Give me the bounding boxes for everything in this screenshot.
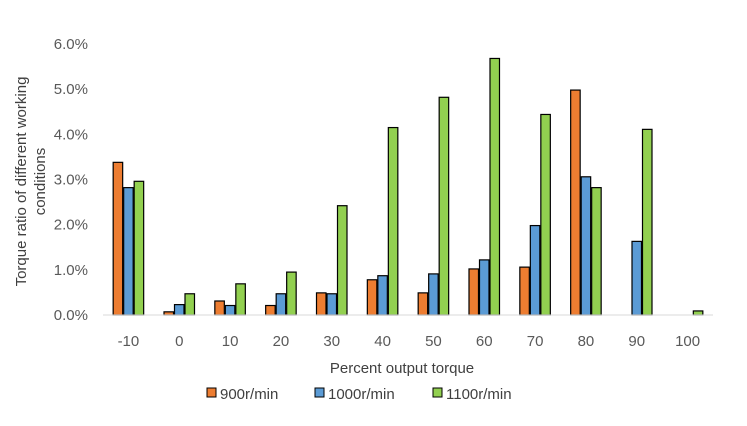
x-tick-label: 40 [374,333,391,350]
bar-1100r-min-0 [184,293,196,316]
bar-1100r-min-60 [489,57,501,316]
y-tick-label: 5.0% [54,81,88,98]
legend-swatch [206,387,217,398]
y-tick-label: 6.0% [54,36,88,53]
bar-1100r-min-90 [641,128,653,316]
bar-900r-min-80 [570,89,581,316]
y-axis-tick-labels: 0.0% 1.0% 2.0% 3.0% 4.0% 5.0% 6.0% [54,36,88,324]
bar-900r-min-40 [366,279,378,316]
legend-label: 1100r/min [446,386,512,403]
x-tick-label: -10 [118,333,140,350]
bar-1000r-min-50 [428,273,439,316]
y-axis-title-line: conditions [32,148,49,216]
bar-900r-min-70 [519,266,530,316]
bar-1000r-min--10 [123,187,134,316]
bar-900r-min-20 [265,304,276,316]
bar-1000r-min-40 [377,275,388,316]
x-tick-label: 100 [675,333,700,350]
bar-1100r-min-20 [286,271,297,316]
bar-1100r-min-40 [387,126,399,316]
bar-900r-min-50 [417,292,429,316]
x-tick-label: 80 [578,333,595,350]
x-tick-label: 0 [175,333,183,350]
bar-900r-min-60 [468,268,480,316]
y-tick-label: 3.0% [54,172,88,189]
bar-1100r-min-30 [336,205,348,316]
bar-1000r-min-20 [275,293,287,316]
bar-900r-min-30 [315,292,327,316]
bar-1100r-min-50 [438,96,450,316]
y-tick-label: 4.0% [54,126,88,143]
bar-1000r-min-60 [478,259,490,316]
bar-1000r-min-30 [326,293,338,316]
x-tick-label: 30 [323,333,340,350]
x-tick-label: 10 [222,333,239,350]
x-tick-label: 20 [273,333,290,350]
y-tick-label: 2.0% [54,217,88,234]
x-tick-label: 90 [628,333,645,350]
bar-1100r-min-70 [540,113,551,316]
bar-1000r-min-10 [224,304,236,316]
legend-label: 900r/min [220,386,278,403]
bar-1000r-min-0 [173,304,185,316]
bar-1100r-min--10 [133,180,145,316]
legend-label: 1000r/min [328,386,395,403]
legend: 900r/min 1000r/min 1100r/min [206,386,512,403]
bar-1000r-min-70 [529,224,541,316]
y-axis-title-line: Torque ratio of different working [13,77,30,287]
bar-900r-min-10 [214,300,225,316]
x-axis-title: Percent output torque [330,360,474,377]
x-tick-label: 70 [527,333,544,350]
bar-1100r-min-10 [235,283,246,316]
bar-1100r-min-80 [591,187,602,316]
y-tick-label: 0.0% [54,307,88,324]
bar-1000r-min-90 [631,240,643,316]
x-axis-tick-labels: -10 0 10 20 30 40 50 60 70 80 90 100 [118,333,701,350]
x-tick-label: 50 [425,333,442,350]
bar-1100r-min-100 [692,310,704,316]
x-tick-label: 60 [476,333,493,350]
legend-swatch [432,387,443,398]
bars [112,57,704,316]
bar-900r-min--10 [112,161,124,316]
y-axis-title: Torque ratio of different working conditi… [13,77,49,287]
bar-1000r-min-80 [580,176,592,316]
legend-swatch [314,387,325,398]
y-tick-label: 1.0% [54,262,88,279]
